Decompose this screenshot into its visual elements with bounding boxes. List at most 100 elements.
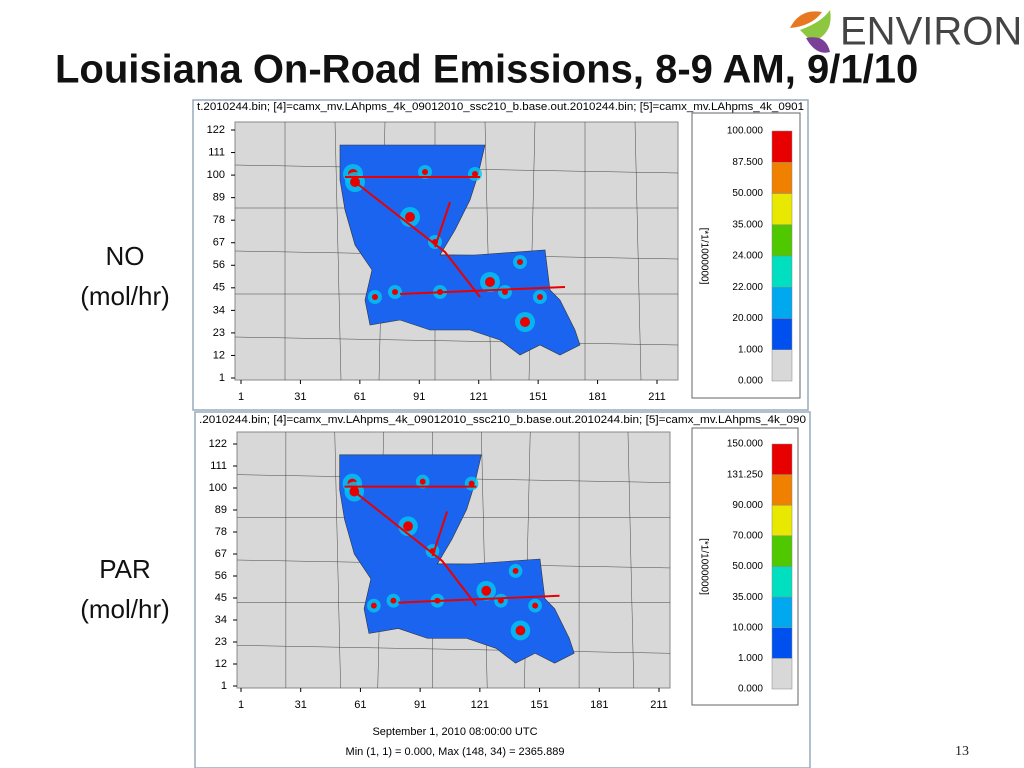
county-line — [627, 431, 635, 689]
y-tick-label: 12 — [215, 658, 227, 670]
emission-hotspot — [512, 567, 519, 574]
legend-color — [771, 193, 793, 225]
y-tick-label: 67 — [213, 237, 225, 249]
logo-text: ENVIRON — [840, 10, 1022, 54]
legend-color — [771, 596, 793, 628]
legend-label: 50.000 — [732, 188, 763, 199]
legend-label: 1.000 — [738, 653, 763, 664]
legend-label: 22.000 — [732, 282, 763, 293]
emission-hotspot — [517, 259, 523, 265]
y-tick-label: 45 — [215, 592, 227, 604]
legend-color — [771, 349, 793, 382]
county-line — [484, 121, 492, 381]
y-tick-label: 78 — [213, 214, 225, 226]
y-tick-label: 89 — [213, 192, 225, 204]
y-tick-label: 122 — [207, 124, 225, 136]
y-tick-label: 23 — [215, 636, 227, 648]
emission-hotspot — [537, 294, 543, 300]
legend-label: 10.000 — [732, 622, 763, 633]
y-tick-label: 45 — [213, 282, 225, 294]
x-tick-label: 181 — [588, 391, 606, 403]
panel-label: PAR — [99, 554, 151, 584]
legend-label: 35.000 — [732, 592, 763, 603]
y-tick-label: 111 — [210, 460, 227, 472]
y-tick-label: 1 — [219, 372, 225, 384]
emission-hotspot — [532, 602, 539, 609]
map-stats: Min (1, 1) = 0.000, Max (148, 34) = 2365… — [346, 746, 565, 758]
legend-label: 0.000 — [738, 376, 763, 387]
emission-hotspot — [372, 294, 378, 300]
y-tick-label: 67 — [215, 548, 227, 560]
y-tick-label: 23 — [213, 327, 225, 339]
x-tick-label: 91 — [414, 699, 426, 711]
legend-color — [771, 130, 793, 163]
legend-color — [771, 255, 793, 288]
x-tick-label: 31 — [295, 699, 307, 711]
road-corridor — [345, 176, 566, 298]
x-tick-label: 121 — [470, 391, 488, 403]
x-tick-label: 181 — [590, 699, 608, 711]
state-emissions — [339, 454, 575, 664]
legend-color — [771, 658, 793, 690]
legend-label: 1.000 — [738, 344, 763, 355]
emission-hotspot — [515, 625, 526, 636]
x-tick-label: 151 — [529, 391, 547, 403]
legend-unit: [*1/1000000] — [698, 228, 709, 285]
file-header: t.2010244.bin; [4]=camx_mv.LAhpms_4k_090… — [197, 101, 804, 113]
y-tick-label: 34 — [215, 614, 227, 626]
logo-mark — [790, 10, 831, 53]
legend-label: 90.000 — [732, 500, 763, 511]
y-tick-label: 78 — [215, 526, 227, 538]
x-tick-label: 121 — [471, 699, 489, 711]
y-tick-label: 1 — [221, 680, 227, 692]
y-tick-label: 111 — [208, 146, 225, 158]
county-line — [334, 431, 341, 689]
legend-label: 20.000 — [732, 313, 763, 324]
road-corridor — [344, 485, 560, 607]
y-tick-label: 56 — [213, 259, 225, 271]
y-tick-label: 56 — [215, 570, 227, 582]
emission-hotspot — [520, 317, 530, 327]
slide-title: Louisiana On-Road Emissions, 8-9 AM, 9/1… — [55, 48, 918, 92]
legend-color — [771, 535, 793, 567]
file-header: .2010244.bin; [4]=camx_mv.LAhpms_4k_0901… — [199, 414, 806, 426]
legend-label: 70.000 — [732, 531, 763, 542]
x-tick-label: 211 — [650, 699, 668, 711]
legend-label: 87.500 — [732, 157, 763, 168]
legend-label: 24.000 — [732, 251, 763, 262]
legend-color — [771, 474, 793, 506]
x-tick-label: 1 — [238, 699, 244, 711]
legend-label: 50.000 — [732, 561, 763, 572]
legend-label: 150.000 — [727, 439, 764, 450]
emission-hotspot — [370, 602, 377, 609]
emission-hotspot — [405, 212, 415, 222]
panel-label: NO — [106, 241, 145, 271]
legend-color — [771, 505, 793, 537]
x-tick-label: 91 — [413, 391, 425, 403]
y-tick-label: 34 — [213, 304, 225, 316]
county-line — [634, 121, 642, 381]
legend-color — [771, 566, 793, 598]
county-line — [334, 121, 342, 381]
y-tick-label: 100 — [209, 482, 227, 494]
x-tick-label: 61 — [354, 391, 366, 403]
county-line — [236, 645, 671, 654]
legend-color — [771, 443, 793, 475]
legend-label: 131.250 — [727, 469, 764, 480]
emission-hotspot — [392, 289, 398, 295]
legend-color — [771, 162, 793, 194]
emission-hotspot — [481, 585, 492, 596]
emission-hotspot — [390, 597, 397, 604]
legend-unit: [*1/1000000] — [698, 538, 709, 595]
county-line — [234, 336, 679, 346]
emission-hotspot — [472, 171, 478, 177]
emission-hotspot — [468, 480, 475, 487]
y-tick-label: 89 — [215, 504, 227, 516]
legend-color — [771, 224, 793, 257]
legend-label: 35.000 — [732, 219, 763, 230]
x-tick-label: 61 — [354, 699, 366, 711]
legend-color — [771, 627, 793, 659]
state-emissions — [339, 144, 581, 356]
y-tick-label: 12 — [213, 349, 225, 361]
